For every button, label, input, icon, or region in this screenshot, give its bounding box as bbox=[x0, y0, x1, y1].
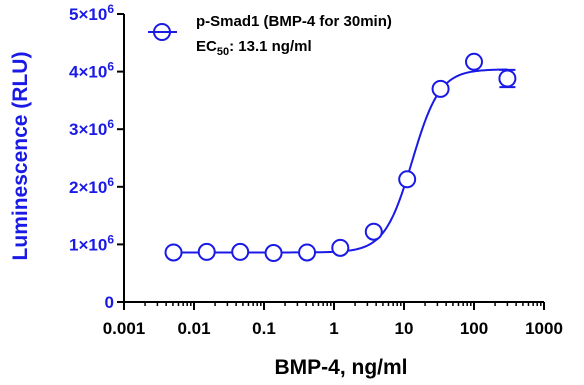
data-point bbox=[398, 170, 417, 189]
data-point bbox=[164, 243, 183, 262]
data-point bbox=[465, 52, 483, 71]
x-tick-label: 0.1 bbox=[252, 319, 276, 338]
y-tick-exponent: 6 bbox=[107, 175, 114, 189]
y-tick-base: 4×10 bbox=[69, 63, 107, 82]
data-point bbox=[197, 242, 216, 261]
y-axis-title: Luminescence (RLU) bbox=[9, 52, 32, 261]
data-point bbox=[264, 244, 283, 263]
y-tick-label: 5×106 bbox=[69, 2, 114, 24]
legend: p-Smad1 (BMP-4 for 30min) EC50: 13.1 ng/… bbox=[148, 13, 392, 58]
y-tick-label: 2×106 bbox=[69, 175, 114, 197]
data-point bbox=[498, 69, 517, 88]
x-tick-label: 100 bbox=[460, 319, 488, 338]
x-axis-ticks: 0.001 0.01 0.1 1 10 100 1000 bbox=[103, 302, 563, 338]
data-point bbox=[331, 238, 350, 257]
data-point bbox=[364, 222, 383, 241]
y-tick-base: 3×10 bbox=[69, 120, 107, 139]
legend-ec50-value: : 13.1 ng/ml bbox=[229, 38, 312, 55]
data-point bbox=[231, 242, 250, 261]
y-tick-base: 2×10 bbox=[69, 178, 107, 197]
x-tick-label: 1000 bbox=[525, 319, 563, 338]
data-point bbox=[431, 79, 450, 98]
y-tick-exponent: 6 bbox=[107, 2, 114, 16]
axes bbox=[123, 14, 544, 303]
x-tick-label: 0.001 bbox=[103, 319, 146, 338]
legend-ec50-subscript: 50 bbox=[217, 46, 229, 58]
x-axis-title: BMP-4, ng/ml bbox=[274, 356, 407, 379]
y-tick-base: 5×10 bbox=[69, 5, 107, 24]
y-tick-exponent: 6 bbox=[107, 117, 114, 131]
data-points bbox=[164, 52, 517, 263]
legend-ec50-label: EC50: 13.1 ng/ml bbox=[196, 38, 312, 58]
data-point bbox=[298, 243, 317, 262]
y-tick-exponent: 6 bbox=[107, 232, 114, 246]
y-tick-base: 0 bbox=[105, 293, 114, 312]
fit-curve bbox=[173, 68, 508, 254]
x-tick-label: 1 bbox=[329, 319, 338, 338]
y-tick-label: 0 bbox=[105, 293, 114, 312]
x-tick-label: 0.01 bbox=[177, 319, 210, 338]
legend-ec50-prefix: EC bbox=[196, 38, 217, 55]
y-tick-base: 1×10 bbox=[69, 235, 107, 254]
y-tick-label: 3×106 bbox=[69, 117, 114, 139]
fit-curve-group bbox=[173, 68, 508, 254]
x-tick-label: 10 bbox=[395, 319, 414, 338]
y-tick-exponent: 6 bbox=[107, 60, 114, 74]
legend-series-label: p-Smad1 (BMP-4 for 30min) bbox=[196, 13, 392, 30]
legend-marker bbox=[153, 23, 171, 41]
y-tick-label: 4×106 bbox=[69, 60, 114, 82]
y-tick-label: 1×106 bbox=[69, 232, 114, 254]
